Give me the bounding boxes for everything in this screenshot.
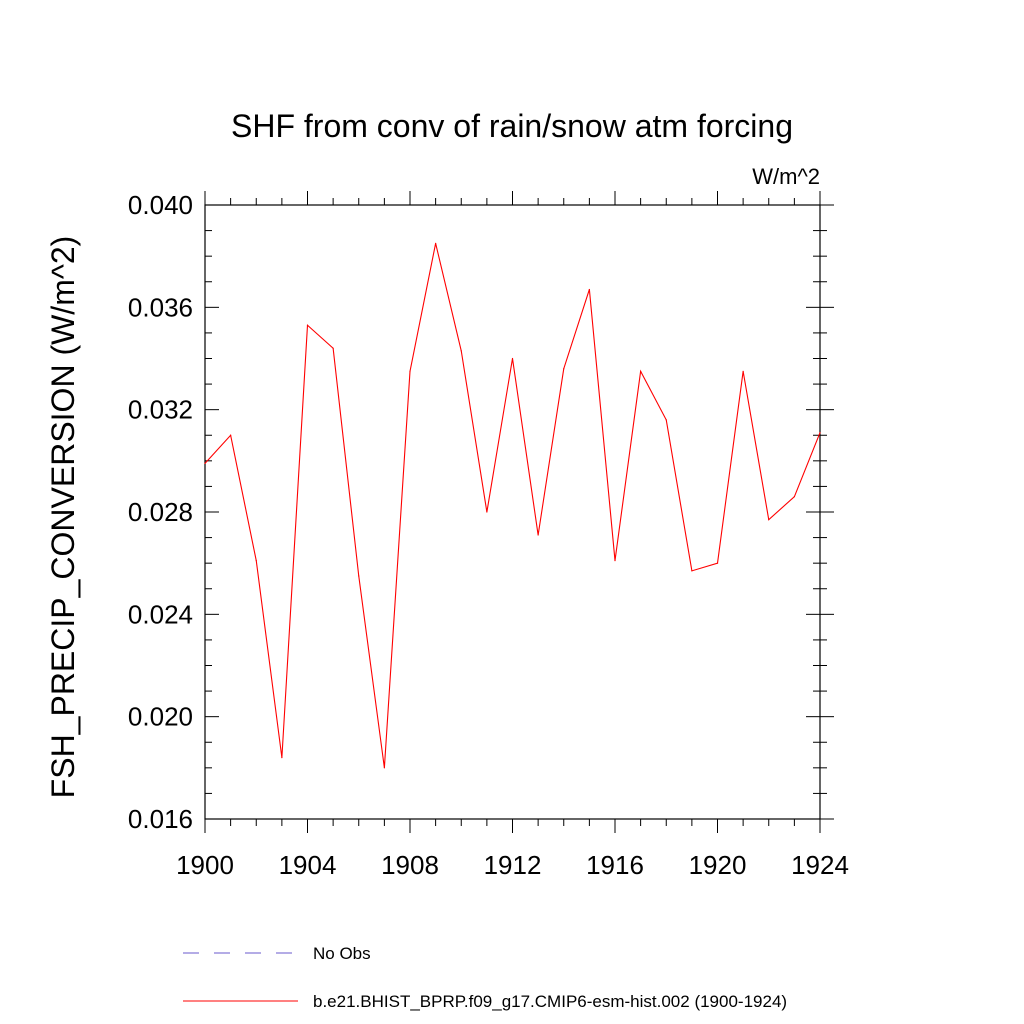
x-tick-label: 1916: [586, 850, 644, 880]
data-point: [716, 562, 719, 564]
data-point: [537, 534, 539, 536]
data-point: [204, 462, 206, 464]
data-point: [511, 357, 514, 360]
y-tick-label: 0.040: [128, 190, 193, 220]
x-tick-label: 1908: [381, 850, 439, 880]
y-tick-label: 0.032: [128, 395, 193, 425]
data-point: [486, 511, 488, 513]
data-point: [768, 519, 770, 521]
data-point: [819, 432, 821, 434]
data-point: [435, 242, 437, 244]
data-point: [409, 370, 411, 372]
legend-label: b.e21.BHIST_BPRP.f09_g17.CMIP6-esm-hist.…: [313, 992, 787, 1011]
plot-frame: [204, 204, 821, 820]
x-tick-label: 1904: [279, 850, 337, 880]
y-tick-label: 0.020: [128, 702, 193, 732]
data-point: [665, 419, 667, 421]
series-line: [204, 243, 821, 768]
y-axis-label: FSH_PRECIP_CONVERSION (W/m^2): [45, 236, 81, 799]
x-tick-label: 1920: [689, 850, 747, 880]
data-point: [614, 560, 616, 562]
data-point: [691, 570, 693, 572]
chart-title: SHF from conv of rain/snow atm forcing: [231, 108, 793, 144]
data-point: [230, 434, 232, 436]
data-point: [306, 324, 309, 326]
data-point: [742, 370, 744, 372]
data-point: [281, 757, 283, 759]
data-point: [358, 575, 360, 577]
legend-label: No Obs: [313, 944, 371, 963]
legend: No Obs b.e21.BHIST_BPRP.f09_g17.CMIP6-esm…: [183, 944, 787, 1011]
data-point: [588, 288, 590, 291]
x-tick-label: 1900: [176, 850, 234, 880]
data-point: [460, 350, 462, 352]
x-tick-label: 1924: [791, 850, 849, 880]
x-tick-label: 1912: [484, 850, 542, 880]
data-point: [332, 347, 334, 349]
y-tick-label: 0.024: [128, 599, 193, 629]
data-point: [793, 496, 795, 498]
y-tick-label: 0.028: [128, 497, 193, 527]
data-point: [640, 370, 642, 372]
y-tick-label: 0.036: [128, 292, 193, 322]
data-point: [383, 767, 385, 769]
y-tick-label: 0.016: [128, 804, 193, 834]
data-point: [255, 560, 257, 562]
data-point: [563, 368, 565, 370]
units-label: W/m^2: [752, 164, 820, 189]
plot-area: 1900 1904 1908 1912 1916 1920 1924 0.016 0.020 0.…: [128, 190, 849, 880]
